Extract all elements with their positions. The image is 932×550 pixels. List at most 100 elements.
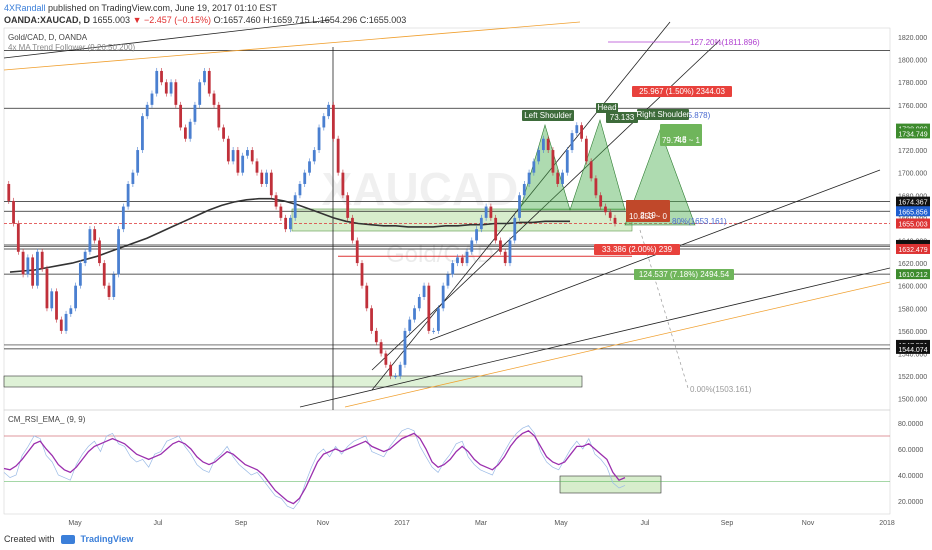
candle xyxy=(21,251,25,275)
price-tag-box xyxy=(896,128,930,139)
tradingview-link[interactable]: TradingView xyxy=(80,534,134,544)
candle xyxy=(355,240,359,264)
projection-box-label: 79.746 ~ 1 xyxy=(662,136,701,145)
candle xyxy=(403,330,407,365)
price-tag-box xyxy=(896,269,930,280)
candle xyxy=(98,240,101,264)
candle xyxy=(312,150,316,162)
time-tick-label: Sep xyxy=(721,520,734,527)
head-label-box xyxy=(596,103,618,113)
candle xyxy=(284,217,288,230)
ma200-line xyxy=(9,197,570,273)
candle xyxy=(217,104,221,128)
head-shape xyxy=(569,118,626,211)
candle xyxy=(107,285,111,297)
rsi-tick-label: 60.0000 xyxy=(898,447,923,454)
candle xyxy=(494,217,498,241)
change-value: ▼ −2.457 (−0.15%) xyxy=(132,15,212,25)
left-shoulder-label-box xyxy=(522,110,574,121)
price-tick-label: 1700.000 xyxy=(898,171,927,178)
time-tick-label: Nov xyxy=(802,520,815,527)
candle xyxy=(26,257,30,275)
publish-line: 4XRandall published on TradingView.com, … xyxy=(4,3,277,13)
rsi-ema-line xyxy=(3,430,626,505)
candle xyxy=(293,195,297,218)
candle xyxy=(365,285,369,309)
candle xyxy=(513,217,517,241)
last-price: 1655.003 xyxy=(92,15,131,25)
candle xyxy=(484,206,488,218)
base-zone xyxy=(3,375,583,388)
candle xyxy=(155,70,159,94)
left-shoulder-label: Left Shoulder xyxy=(524,111,572,120)
candle xyxy=(226,138,230,162)
fib-zero-label: 0.00%(1503.161) xyxy=(690,385,752,394)
candle xyxy=(384,353,388,365)
candle xyxy=(546,138,550,151)
author-link[interactable]: 4XRandall xyxy=(4,3,46,13)
price-tag: 1632.479 xyxy=(898,247,927,254)
candle xyxy=(255,161,259,173)
price-tick-label: 1620.000 xyxy=(898,261,927,268)
candle xyxy=(78,263,82,286)
candle xyxy=(150,93,154,105)
risk-box-label-box xyxy=(594,244,680,255)
target-up-label: 25.967 (1.50%) 2344.03 xyxy=(639,87,725,96)
price-tag-box xyxy=(896,243,930,254)
candle xyxy=(432,330,436,332)
stop-box-value: 2.19 xyxy=(640,211,656,220)
price-tick-label: 1580.000 xyxy=(898,306,927,313)
candle xyxy=(298,183,302,196)
candle xyxy=(589,161,593,179)
candle xyxy=(374,330,378,343)
candle xyxy=(360,263,364,286)
trend-line xyxy=(3,21,581,71)
time-tick-label: 2017 xyxy=(394,520,410,527)
candle xyxy=(532,161,536,173)
rsi-tick-label: 80.0000 xyxy=(898,421,923,428)
candle xyxy=(575,125,579,134)
candle xyxy=(93,229,97,241)
candle xyxy=(608,212,612,218)
candle xyxy=(222,127,225,139)
candle xyxy=(64,313,68,331)
candle xyxy=(274,195,278,207)
footer: Created with TradingView xyxy=(4,534,133,544)
candle xyxy=(489,206,493,218)
time-tick-label: Nov xyxy=(317,520,330,527)
price-tag-box xyxy=(896,218,930,229)
candle xyxy=(112,274,116,297)
candle xyxy=(465,251,469,264)
stop-box-label-box xyxy=(626,200,670,222)
time-tick-label: May xyxy=(554,520,568,527)
candle xyxy=(518,195,521,218)
candle xyxy=(331,104,335,139)
time-tick-label: Mar xyxy=(475,520,488,527)
candle xyxy=(45,268,49,309)
candle xyxy=(7,183,11,201)
candle xyxy=(522,183,526,196)
candle xyxy=(69,308,73,314)
candle xyxy=(570,133,574,151)
watermark-symbol: XAUCAD xyxy=(322,163,519,215)
trend-line xyxy=(3,19,331,59)
head-value-label: 73.133 xyxy=(610,113,635,122)
fib-mid-label: 80%(1653.161) xyxy=(672,217,727,226)
candle xyxy=(565,150,569,173)
price-tick-label: 1780.000 xyxy=(898,80,927,87)
price-tick-label: 1600.000 xyxy=(898,284,927,291)
candle xyxy=(207,70,211,94)
candle xyxy=(379,342,383,354)
candle xyxy=(561,172,564,184)
price-tick-label: 1560.000 xyxy=(898,329,927,336)
candle xyxy=(317,127,321,151)
candle xyxy=(408,319,412,331)
symbol-name: OANDA:XAUCAD, D xyxy=(4,15,90,25)
candle xyxy=(451,263,455,275)
reward-box-label: 124.537 (7.18%) 2494.54 xyxy=(639,270,730,279)
candle xyxy=(88,229,92,252)
price-tick-label: 1800.000 xyxy=(898,58,927,65)
candle xyxy=(527,172,531,184)
candle xyxy=(479,217,483,230)
